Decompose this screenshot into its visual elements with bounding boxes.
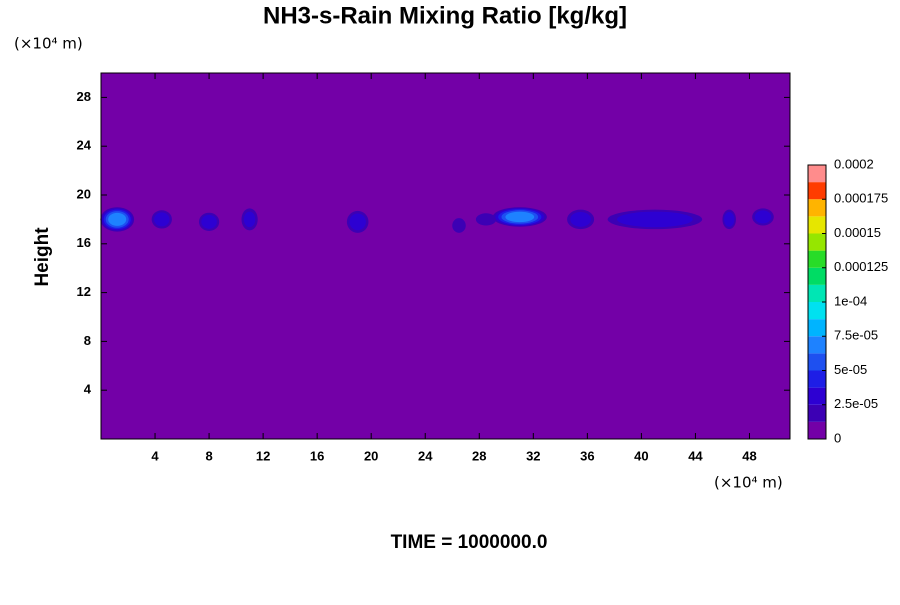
colorbar-band xyxy=(808,404,826,422)
y-tick-label: 8 xyxy=(84,333,91,348)
x-tick-label: 20 xyxy=(364,448,378,463)
x-tick-label: 4 xyxy=(151,448,159,463)
contour-region xyxy=(452,218,466,233)
x-tick-label: 28 xyxy=(472,448,486,463)
colorbar-tick-label: 0 xyxy=(834,430,841,445)
colorbar-band xyxy=(808,250,826,268)
contour-region xyxy=(505,211,535,223)
contour-region xyxy=(475,213,497,226)
y-axis-label: Height xyxy=(32,227,53,287)
colorbar-tick-label: 7.5e-05 xyxy=(834,328,878,343)
colorbar-band xyxy=(808,387,826,405)
colorbar-band xyxy=(808,370,826,388)
x-tick-label: 8 xyxy=(205,448,212,463)
contour-region xyxy=(108,212,127,226)
colorbar-band xyxy=(808,199,826,217)
chart-title: NH3-s-Rain Mixing Ratio [kg/kg] xyxy=(263,2,627,29)
colorbar-band xyxy=(808,165,826,183)
x-tick-label: 48 xyxy=(742,448,756,463)
x-tick-label: 16 xyxy=(310,448,324,463)
plot-background xyxy=(101,73,790,439)
x-tick-label: 12 xyxy=(256,448,270,463)
colorbar-band xyxy=(808,302,826,320)
colorbar-band xyxy=(808,421,826,439)
x-tick-label: 24 xyxy=(418,448,433,463)
y-tick-label: 24 xyxy=(77,138,92,153)
y-tick-label: 12 xyxy=(77,284,91,299)
footer: TIME = 1000000.0 xyxy=(391,532,548,553)
plot-frame xyxy=(100,72,791,440)
colorbar-band xyxy=(808,182,826,200)
contour-region xyxy=(754,210,772,224)
colorbar-band xyxy=(808,353,826,371)
contour-region xyxy=(201,214,217,229)
x-tick-label: 44 xyxy=(688,448,703,463)
contour-region xyxy=(243,211,256,228)
y-tick-label: 28 xyxy=(77,89,91,104)
colorbar-band xyxy=(808,284,826,302)
colorbar-band xyxy=(808,216,826,234)
contour-region xyxy=(349,213,366,231)
colorbar-tick-label: 1e-04 xyxy=(834,293,867,308)
contour-region xyxy=(154,212,170,227)
colorbar-band xyxy=(808,336,826,354)
x-tick-label: 36 xyxy=(580,448,594,463)
colorbar-band xyxy=(808,319,826,337)
colorbar-tick-label: 5e-05 xyxy=(834,362,867,377)
colorbar-band xyxy=(808,233,826,251)
y-tick-label: 20 xyxy=(77,186,91,201)
y-tick-label: 4 xyxy=(84,382,92,397)
y-unit: (×10⁴ m) xyxy=(14,35,83,53)
colorbar-tick-label: 0.00015 xyxy=(834,225,881,240)
colorbar-tick-label: 2.5e-05 xyxy=(834,396,878,411)
x-tick-label: 32 xyxy=(526,448,540,463)
contour-region xyxy=(616,211,693,228)
colorbar-tick-label: 0.000125 xyxy=(834,259,888,274)
x-unit: (×10⁴ m) xyxy=(714,474,783,492)
contour-region xyxy=(570,211,591,227)
colorbar-band xyxy=(808,267,826,285)
contour-region xyxy=(724,211,735,227)
y-tick-label: 16 xyxy=(77,235,91,250)
x-tick-label: 40 xyxy=(634,448,648,463)
colorbar-tick-label: 0.000175 xyxy=(834,191,888,206)
colorbar-tick-label: 0.0002 xyxy=(834,156,874,171)
